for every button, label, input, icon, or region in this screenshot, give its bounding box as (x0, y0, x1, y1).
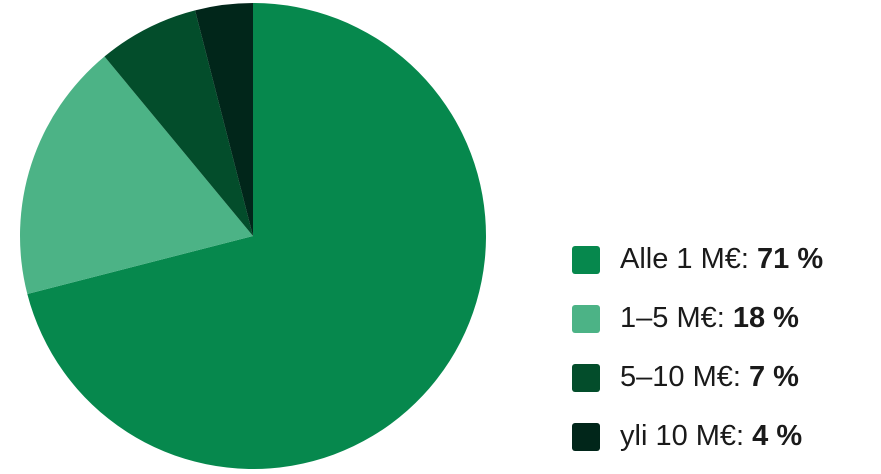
pie-slice-2 (104, 10, 253, 236)
legend-label: 1–5 M€: (620, 302, 725, 334)
legend-label: Alle 1 M€: (620, 243, 749, 275)
legend-value: 71 % (757, 243, 824, 275)
legend-item-1-5: 1–5 M€: 18 % (572, 289, 823, 348)
pie-plot-area (20, 3, 486, 469)
legend-label: yli 10 M€: (620, 420, 745, 452)
legend-item-5-10: 5–10 M€: 7 % (572, 348, 823, 407)
legend-item-yli-10: yli 10 M€: 4 % (572, 407, 823, 466)
pie-slice-1 (20, 56, 253, 294)
legend-label: 5–10 M€: (620, 361, 741, 393)
legend-swatch (572, 363, 600, 392)
legend-item-alle-1: Alle 1 M€: 71 % (572, 230, 823, 289)
legend-swatch (572, 245, 600, 274)
legend-value: 4 % (752, 420, 803, 452)
legend-swatch (572, 422, 600, 451)
legend-swatch (572, 304, 600, 333)
pie-slice-3 (195, 3, 253, 236)
legend: Alle 1 M€: 71 % 1–5 M€: 18 % 5–10 M€: 7 … (572, 230, 823, 466)
legend-value: 7 % (748, 361, 799, 393)
legend-value: 18 % (732, 302, 799, 334)
pie-slice-0 (27, 3, 486, 469)
